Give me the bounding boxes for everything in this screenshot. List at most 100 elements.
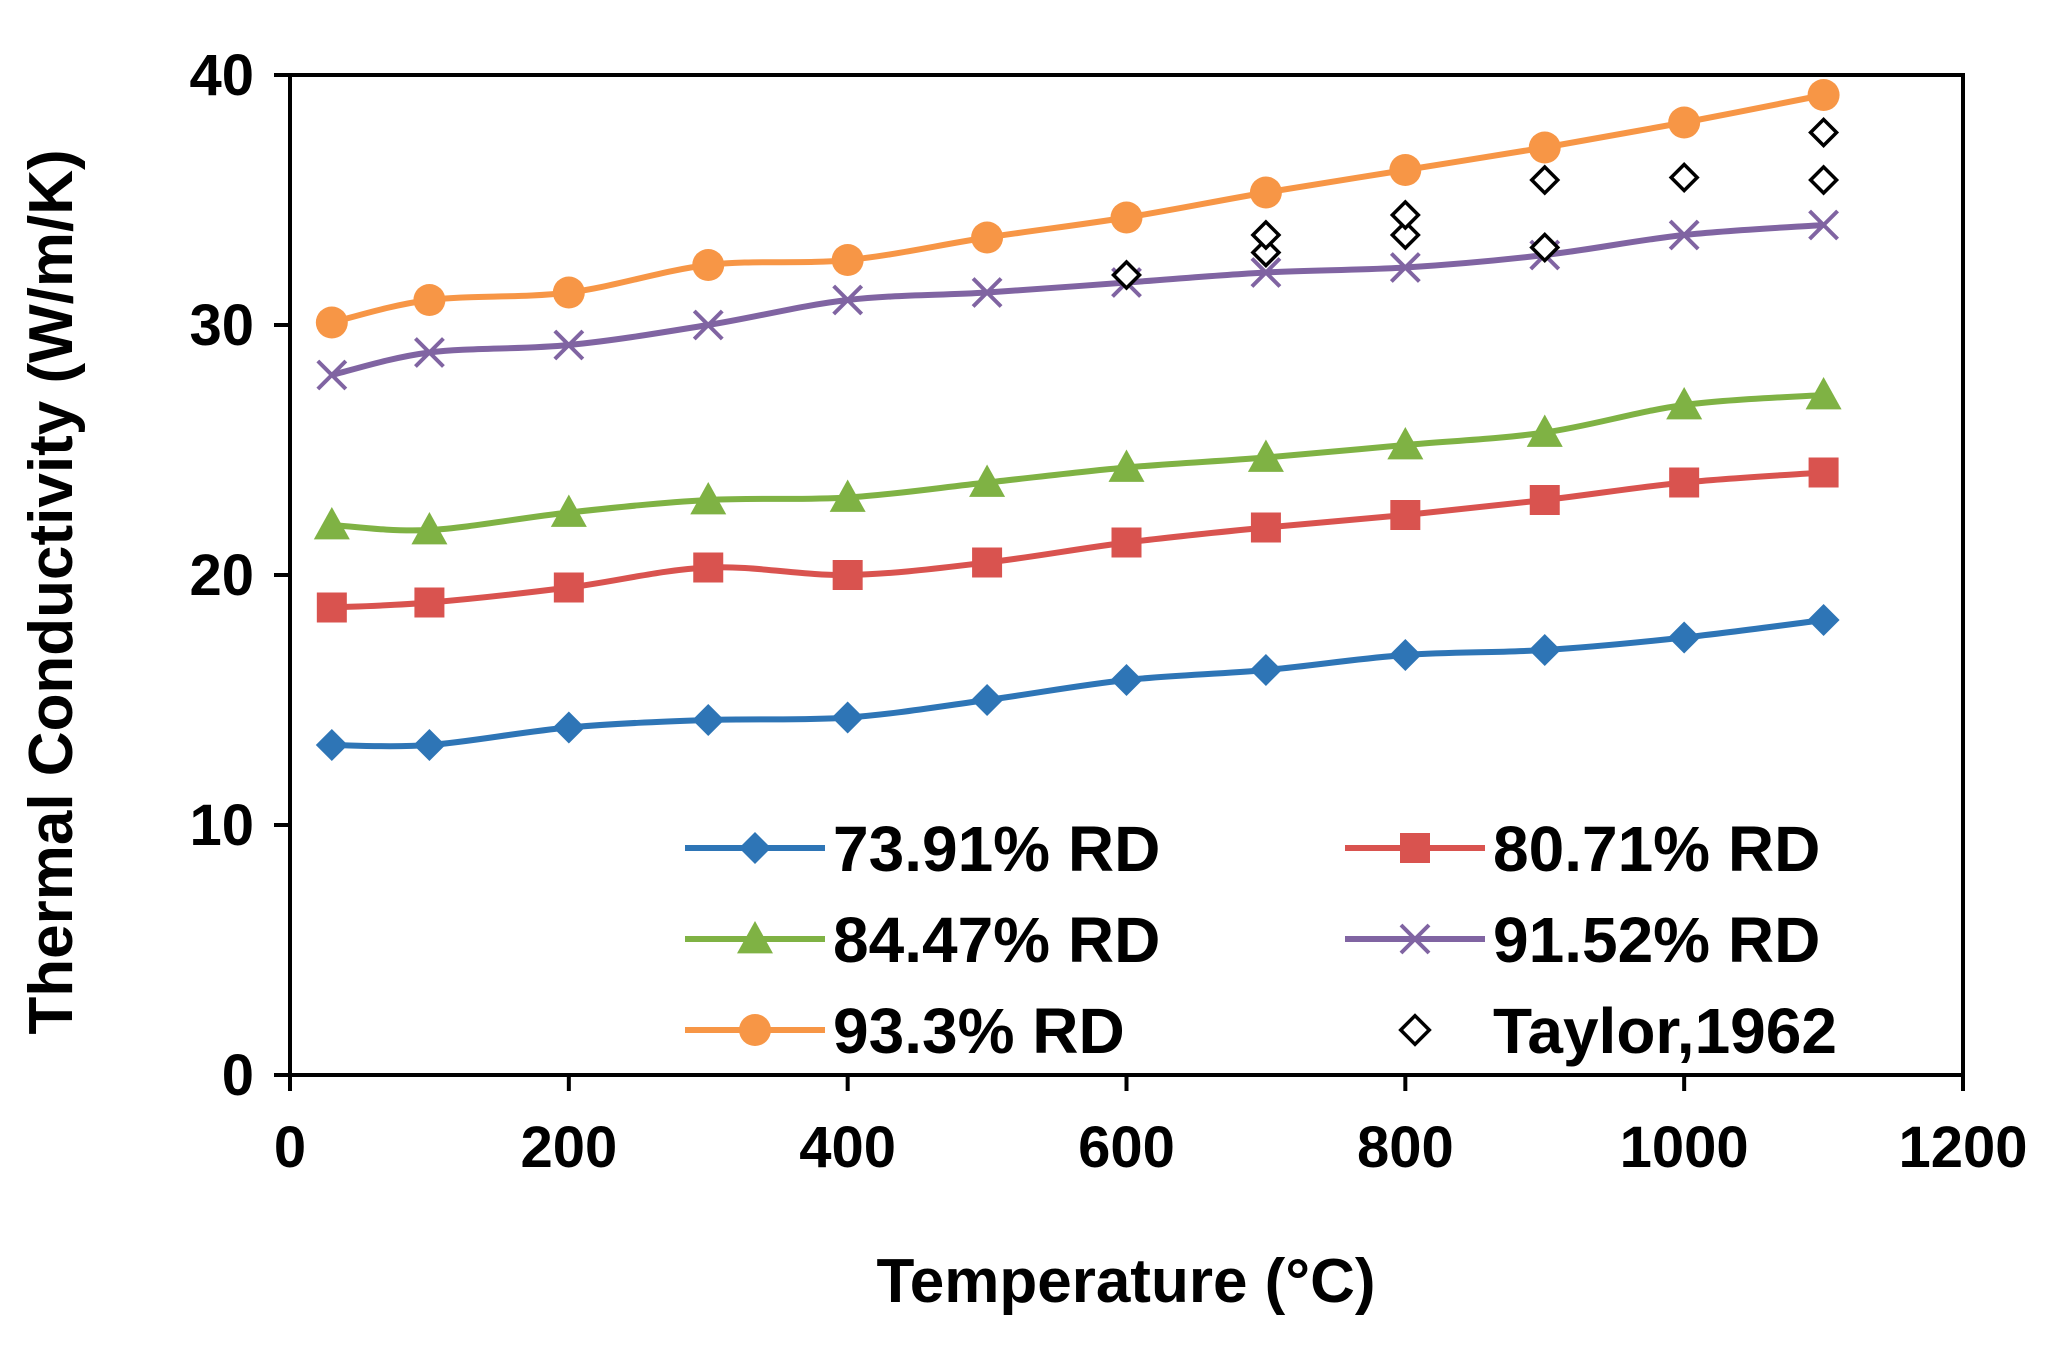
data-point bbox=[1250, 237, 1282, 268]
series-taylor-1962 bbox=[1111, 117, 1840, 291]
data-point bbox=[1389, 154, 1422, 186]
legend-label: 73.91% RD bbox=[833, 813, 1160, 885]
data-point bbox=[316, 592, 347, 623]
data-point bbox=[1805, 377, 1842, 410]
data-point bbox=[971, 221, 1004, 254]
legend-label: 93.3% RD bbox=[833, 995, 1125, 1067]
data-point bbox=[832, 284, 864, 316]
data-point bbox=[1529, 164, 1561, 196]
data-point bbox=[1249, 654, 1282, 686]
plot-layer bbox=[313, 79, 1842, 761]
axes-layer: 0 200 400 600 800 1000 1200 0 10 20 30 40 bbox=[189, 43, 2027, 1180]
legend-marker bbox=[1398, 1013, 1432, 1047]
data-point bbox=[693, 552, 724, 583]
data-point bbox=[1668, 106, 1701, 139]
data-point bbox=[1808, 457, 1839, 488]
data-point bbox=[413, 284, 446, 316]
data-point bbox=[1110, 664, 1143, 696]
data-point bbox=[1807, 79, 1840, 111]
y-axis-title: Thermal Conductivity (W/m/K) bbox=[17, 149, 86, 1034]
legend-label: Taylor,1962 bbox=[1493, 995, 1837, 1067]
data-point bbox=[1526, 414, 1563, 447]
data-point bbox=[1808, 117, 1840, 148]
data-point bbox=[315, 729, 348, 761]
data-point bbox=[1111, 527, 1142, 558]
series-80-71-rd bbox=[316, 457, 1839, 623]
data-point bbox=[1250, 512, 1281, 543]
series-93-3-rd bbox=[315, 79, 1840, 339]
data-point bbox=[1389, 219, 1421, 251]
data-point bbox=[1389, 252, 1421, 283]
data-point bbox=[313, 507, 350, 540]
data-point bbox=[411, 512, 448, 545]
data-point bbox=[550, 494, 587, 527]
data-point bbox=[971, 277, 1003, 308]
y-tick-label: 30 bbox=[189, 293, 254, 358]
data-point bbox=[1387, 427, 1424, 460]
y-tick-label: 0 bbox=[222, 1043, 254, 1108]
data-point bbox=[1668, 621, 1701, 654]
data-point bbox=[1808, 209, 1839, 241]
data-point bbox=[316, 359, 348, 391]
data-point bbox=[1249, 176, 1282, 209]
legend-marker bbox=[1400, 833, 1430, 863]
data-point bbox=[1669, 467, 1700, 498]
x-tick-label: 1000 bbox=[1620, 1115, 1749, 1180]
x-tick-label: 600 bbox=[1078, 1115, 1175, 1180]
series-line bbox=[331, 392, 1824, 534]
data-point bbox=[1807, 604, 1840, 636]
legend-entry: 80.71% RD bbox=[1345, 813, 1820, 885]
legend-marker bbox=[737, 921, 773, 954]
x-tick-label: 400 bbox=[799, 1115, 896, 1180]
data-point bbox=[315, 306, 348, 339]
legend-entry: Taylor,1962 bbox=[1398, 995, 1837, 1067]
series-73-91-rd bbox=[315, 604, 1840, 761]
data-point bbox=[692, 249, 725, 281]
data-point bbox=[692, 704, 725, 736]
y-tick-label: 10 bbox=[189, 793, 254, 858]
data-point bbox=[1808, 164, 1840, 196]
data-point bbox=[413, 729, 446, 761]
data-point bbox=[1389, 639, 1422, 671]
series-91-52-rd bbox=[316, 209, 1839, 391]
data-point bbox=[969, 464, 1006, 497]
data-point bbox=[1390, 500, 1421, 530]
legend-entry: 84.47% RD bbox=[685, 904, 1160, 976]
x-tick-label: 800 bbox=[1357, 1115, 1454, 1180]
data-point bbox=[1247, 439, 1284, 472]
x-tick-label: 200 bbox=[520, 1115, 617, 1180]
x-tick-label: 0 bbox=[274, 1115, 306, 1180]
legend: 73.91% RD 80.71% RD 84.47% RD 91.52% RD 93.3… bbox=[685, 813, 1837, 1067]
data-point bbox=[690, 482, 727, 515]
legend-label: 91.52% RD bbox=[1493, 904, 1820, 976]
data-point bbox=[692, 309, 724, 341]
data-point bbox=[552, 711, 585, 744]
legend-label: 80.71% RD bbox=[1493, 813, 1820, 885]
data-point bbox=[1666, 387, 1703, 420]
series-line bbox=[331, 222, 1824, 378]
x-axis-title: Temperature (°C) bbox=[876, 1247, 1375, 1316]
data-point bbox=[1528, 634, 1561, 666]
data-point bbox=[414, 337, 445, 368]
data-point bbox=[1110, 201, 1143, 234]
series-84-47-rd bbox=[313, 377, 1842, 545]
data-point bbox=[1529, 485, 1560, 515]
legend-label: 84.47% RD bbox=[833, 904, 1160, 976]
data-point bbox=[1529, 232, 1561, 263]
y-tick-label: 20 bbox=[189, 543, 254, 608]
legend-entry: 93.3% RD bbox=[685, 995, 1125, 1067]
data-point bbox=[831, 244, 864, 276]
data-point bbox=[1668, 219, 1700, 251]
legend-entry: 91.52% RD bbox=[1345, 904, 1820, 976]
legend-marker bbox=[1399, 923, 1431, 955]
data-point bbox=[1528, 131, 1561, 164]
legend-marker bbox=[739, 1014, 771, 1046]
legend-marker bbox=[739, 832, 771, 864]
data-point bbox=[1389, 199, 1421, 231]
data-point bbox=[1108, 449, 1145, 482]
data-point bbox=[414, 587, 445, 618]
data-point bbox=[1111, 259, 1142, 291]
data-point bbox=[832, 560, 863, 590]
